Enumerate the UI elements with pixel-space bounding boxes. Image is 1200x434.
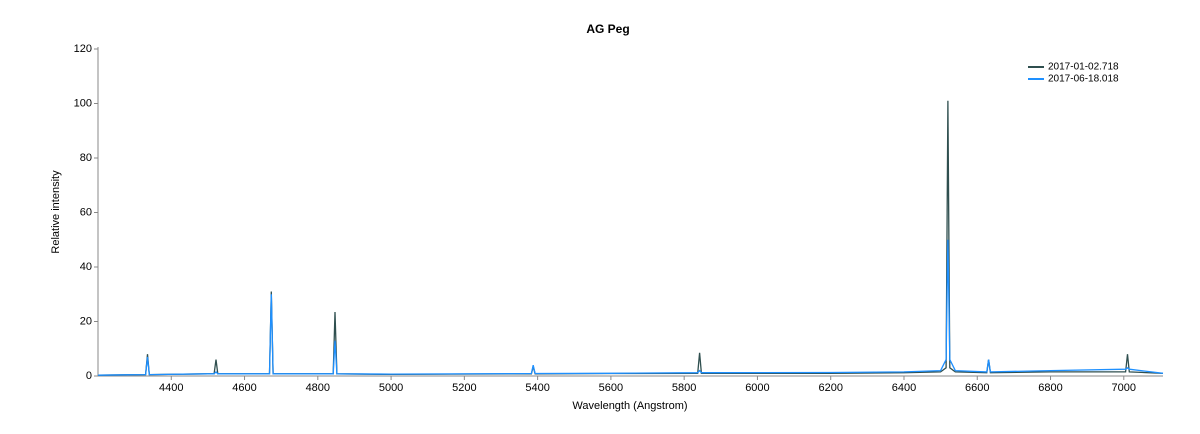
x-tick-label: 4800 — [306, 382, 330, 394]
x-tick-label: 4400 — [159, 382, 183, 394]
chart-title: AG Peg — [586, 22, 629, 36]
x-tick-label: 5400 — [525, 382, 549, 394]
x-tick-label: 6600 — [965, 382, 989, 394]
spectrum-line — [97, 100, 1164, 376]
y-tick-label: 80 — [80, 152, 92, 164]
x-tick-label: 7000 — [1112, 382, 1136, 394]
y-tick-label: 40 — [80, 261, 92, 273]
x-tick-label: 6200 — [818, 382, 842, 394]
y-tick-label: 100 — [74, 97, 92, 109]
y-tick-label: 0 — [86, 370, 92, 382]
x-tick-label: 5000 — [379, 382, 403, 394]
y-tick-label: 20 — [80, 315, 92, 327]
legend-label: 2017-01-02.718 — [1048, 62, 1119, 73]
x-tick-label: 6000 — [745, 382, 769, 394]
x-tick-label: 5800 — [672, 382, 696, 394]
x-tick-label: 5600 — [599, 382, 623, 394]
x-tick-label: 5200 — [452, 382, 476, 394]
x-axis-title: Wavelength (Angstrom) — [572, 400, 687, 412]
y-tick-label: 120 — [74, 43, 92, 55]
y-axis-title: Relative intensity — [50, 170, 62, 254]
spectrum-line — [97, 239, 1164, 376]
x-tick-label: 4600 — [232, 382, 256, 394]
y-tick-label: 60 — [80, 206, 92, 218]
x-tick-label: 6400 — [892, 382, 916, 394]
x-tick-label: 6800 — [1038, 382, 1062, 394]
legend-label: 2017-06-18.018 — [1048, 74, 1119, 85]
